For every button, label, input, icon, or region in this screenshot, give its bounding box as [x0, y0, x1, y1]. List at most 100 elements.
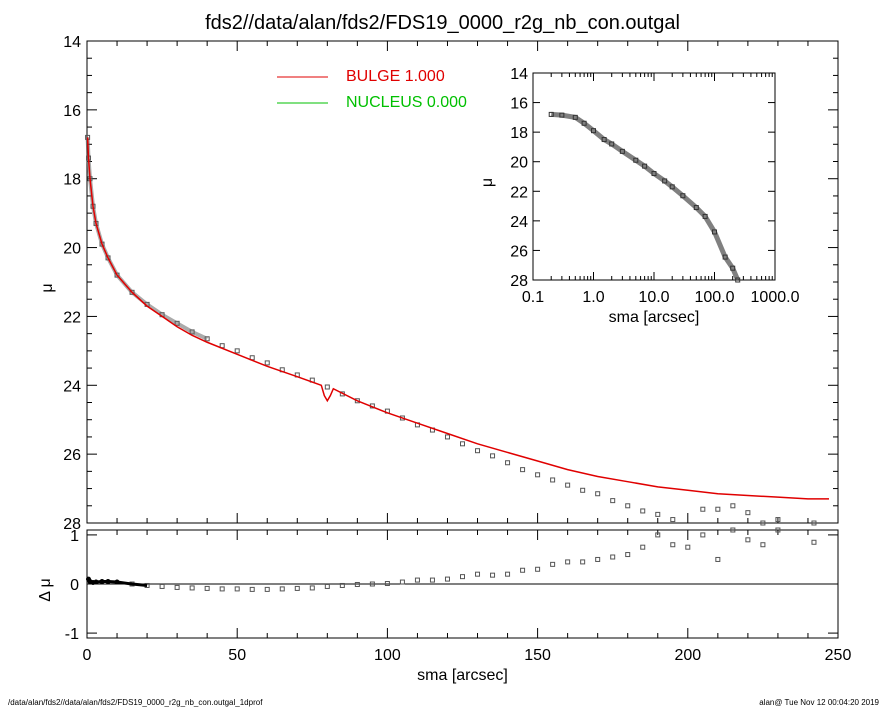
- inset-data-point: [633, 157, 639, 163]
- inset-data-point: [609, 141, 615, 147]
- residual-x-tick-label: 200: [674, 647, 701, 664]
- inset-y-tick-label: 28: [510, 273, 528, 290]
- inset-data-point: [712, 229, 717, 235]
- residual-y-tick-label: 0: [70, 577, 79, 594]
- data-point: [610, 498, 616, 504]
- bulge-model-line: [86, 137, 829, 500]
- residual-point: [775, 527, 781, 533]
- data-point: [745, 510, 751, 516]
- residual-point: [475, 571, 481, 577]
- inset-data-point: [693, 205, 699, 211]
- inset-data-point: [730, 265, 736, 271]
- main-y-tick-label: 22: [63, 309, 81, 326]
- data-point: [595, 491, 601, 497]
- data-point: [700, 506, 706, 512]
- data-point: [655, 511, 661, 517]
- residual-point: [595, 556, 601, 562]
- residual-point: [580, 559, 586, 565]
- residual-point: [249, 586, 255, 592]
- data-point: [760, 520, 766, 526]
- residual-point: [384, 581, 390, 587]
- main-y-tick-label: 20: [63, 241, 81, 258]
- data-point: [520, 467, 526, 473]
- residual-y-tick-label: -1: [65, 626, 79, 643]
- residual-point: [414, 577, 420, 583]
- residual-y-axis-label: Δ μ: [37, 578, 54, 601]
- data-point: [475, 448, 481, 454]
- inset-data-point: [642, 163, 648, 169]
- residual-point: [189, 585, 195, 591]
- residual-point: [490, 572, 496, 578]
- inset-y-tick-label: 18: [510, 125, 528, 142]
- residual-point: [159, 583, 165, 589]
- data-point: [565, 482, 571, 488]
- data-point: [444, 434, 450, 440]
- residual-point: [745, 537, 751, 543]
- residual-band: [87, 578, 148, 587]
- residual-point: [294, 585, 300, 591]
- inset-y-axis-label: μ: [479, 178, 496, 187]
- residual-x-axis-label: sma [arcsec]: [417, 667, 508, 684]
- residual-y-tick-label: 1: [70, 528, 79, 545]
- residual-point: [219, 586, 225, 592]
- residual-point: [309, 585, 315, 591]
- inset-x-tick-label: 0.1: [522, 289, 544, 306]
- data-point: [811, 520, 817, 526]
- legend-entry-bulge: BULGE 1.000: [346, 68, 445, 85]
- residual-point: [505, 571, 511, 577]
- footer-timestamp: alan@ Tue Nov 12 00:04:20 2019: [759, 698, 879, 707]
- residual-point: [640, 544, 646, 550]
- residual-point: [354, 581, 360, 587]
- residual-point: [610, 554, 616, 560]
- residual-x-tick-label: 150: [524, 647, 551, 664]
- inset-y-tick-label: 26: [510, 243, 528, 260]
- residual-point: [324, 583, 330, 589]
- inset-data-point: [559, 112, 565, 118]
- inset-data-point: [735, 277, 741, 283]
- residual-point: [565, 559, 571, 565]
- inset-x-tick-label: 1000.0: [751, 289, 800, 306]
- residual-point: [429, 577, 435, 583]
- footer-filepath: /data/alan/fds2//data/alan/fds2/FDS19_00…: [8, 698, 263, 707]
- inset-data-point: [601, 137, 607, 143]
- residual-point: [700, 532, 706, 538]
- main-y-tick-label: 24: [63, 378, 81, 395]
- residual-x-tick-label: 250: [825, 647, 852, 664]
- data-point: [715, 506, 721, 512]
- residual-x-tick-label: 50: [228, 647, 246, 664]
- inset-data-point: [572, 114, 578, 120]
- data-point: [234, 348, 240, 354]
- inset-y-tick-label: 20: [510, 155, 528, 172]
- data-point: [324, 384, 330, 390]
- inset-x-tick-label: 1.0: [582, 289, 604, 306]
- inset-data-point: [680, 193, 686, 199]
- residual-point: [460, 574, 465, 580]
- inset-data-point: [651, 171, 657, 177]
- residual-point: [535, 566, 541, 572]
- residual-x-tick-label: 100: [374, 647, 401, 664]
- data-point: [670, 517, 676, 523]
- residual-point: [760, 542, 766, 548]
- inset-data-point: [591, 128, 596, 134]
- residual-point: [279, 586, 285, 592]
- residual-point: [369, 581, 375, 587]
- residual-point: [715, 556, 721, 562]
- residual-point: [730, 527, 736, 533]
- inset-y-tick-label: 14: [510, 66, 528, 83]
- inset-data-point: [619, 148, 625, 154]
- residual-point: [399, 579, 405, 585]
- data-point: [580, 487, 586, 493]
- main-y-axis-label: μ: [39, 283, 56, 292]
- main-y-tick-label: 28: [63, 516, 81, 533]
- main-y-tick-label: 14: [63, 34, 81, 51]
- inset-data-point: [722, 254, 728, 260]
- data-point: [535, 472, 541, 478]
- residual-point: [670, 542, 676, 548]
- inset-y-tick-label: 16: [510, 96, 528, 113]
- data-point: [730, 503, 736, 509]
- residual-point: [625, 552, 631, 558]
- residual-point: [685, 544, 691, 550]
- inset-x-tick-label: 10.0: [638, 289, 669, 306]
- residual-point: [264, 586, 270, 592]
